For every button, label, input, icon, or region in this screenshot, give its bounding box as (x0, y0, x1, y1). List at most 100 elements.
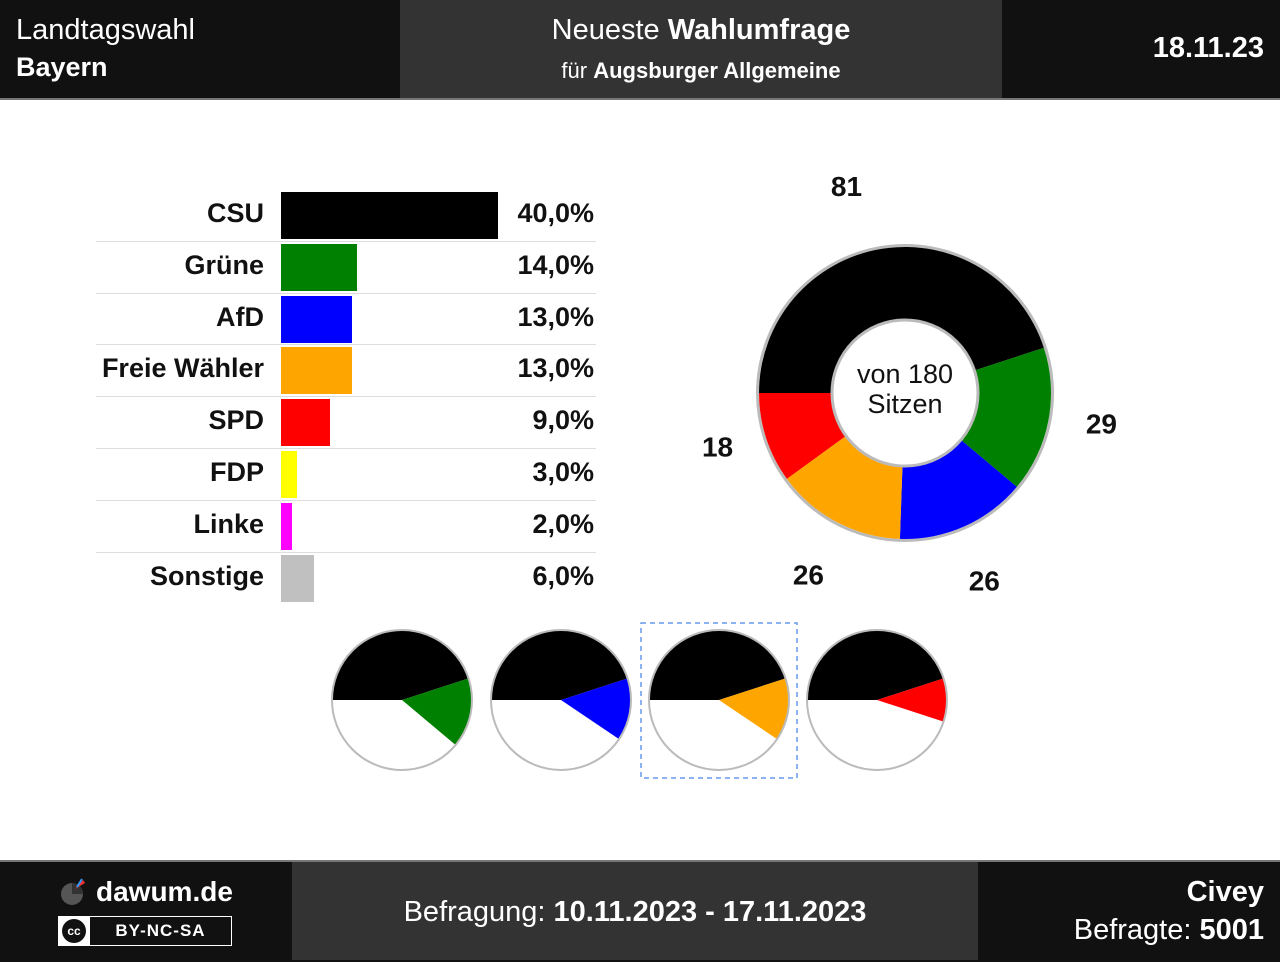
donut-center (830, 318, 980, 468)
poll-date: 18.11.23 (1152, 32, 1264, 64)
poll-title: Neueste Wahlumfrage (400, 14, 1002, 47)
bar-row: Sonstige 6,0% (96, 553, 596, 604)
bar-row: FDP 3,0% (96, 449, 596, 501)
bar-value-label: 2,0% (532, 508, 594, 539)
donut-slice (759, 393, 846, 479)
respondents-count: 5001 (1199, 914, 1264, 946)
coalition-pie (331, 629, 473, 771)
coalition-pie (806, 629, 948, 771)
donut-slice (899, 439, 1017, 539)
license-text: BY-NC-SA (90, 917, 231, 945)
coalition-pie (490, 629, 632, 771)
subtitle-prefix: für (561, 58, 588, 83)
seat-count-label: 18 (702, 432, 733, 463)
coalition-pie-background (807, 630, 947, 770)
donut-slice (786, 435, 903, 539)
bar (281, 450, 298, 498)
coalition-highlight-box (640, 622, 798, 779)
bar-label: AfD (216, 301, 264, 332)
date-box: 18.11.23 (1004, 0, 1280, 98)
bar-value-label: 14,0% (517, 249, 594, 280)
bar (281, 554, 314, 602)
footer-bar: dawum.de cc BY-NC-SA Befragung: 10.11.20… (0, 860, 1280, 962)
period-box: Befragung: 10.11.2023 - 17.11.2023 (292, 862, 978, 960)
respondents: Befragte: 5001 (1074, 914, 1264, 947)
coalition-pie-slice (649, 629, 786, 700)
coalition-pie-outline (331, 629, 473, 771)
bar-row: Freie Wähler 13,0% (96, 345, 596, 398)
bar-label: FDP (210, 456, 264, 487)
institute-box: Civey Befragte: 5001 (980, 862, 1280, 960)
bar (281, 295, 352, 343)
bar-label: Freie Wähler (101, 353, 264, 384)
bar-row: Grüne 14,0% (96, 242, 596, 294)
seat-count-label: 26 (793, 560, 824, 591)
bar-value-label: 13,0% (517, 353, 594, 384)
coalition-pie-slice (719, 678, 789, 740)
bar-label: Grüne (184, 249, 264, 280)
donut-center-text-line2: Sitzen (867, 389, 942, 419)
bar-row: CSU 40,0% (96, 190, 596, 242)
creative-commons-icon: cc (62, 919, 86, 943)
coalition-pie-background (491, 630, 631, 770)
coalition-pie-slice (807, 629, 944, 700)
donut-slice (759, 247, 1044, 393)
coalition-pie-slice (877, 678, 948, 722)
coalition-pie-slice (332, 630, 469, 700)
donut-slice (960, 347, 1051, 487)
donut-center-text-line1: von 180 (857, 359, 953, 389)
seat-count-label: 81 (831, 171, 862, 202)
bar-row: AfD 13,0% (96, 294, 596, 346)
survey-period: Befragung: 10.11.2023 - 17.11.2023 (292, 896, 978, 929)
bar-label: Linke (193, 508, 264, 539)
bar-value-label: 40,0% (517, 198, 594, 228)
donut-outline (756, 244, 1054, 542)
bar-value-label: 13,0% (517, 301, 594, 332)
bar (281, 399, 330, 447)
bar-row: Linke 2,0% (96, 501, 596, 553)
bar (281, 192, 498, 239)
seat-count-label: 29 (1086, 409, 1117, 440)
coalition-pie-outline (490, 629, 632, 771)
coalition-pie-slice (491, 630, 628, 700)
coalition-pie-outline (648, 629, 790, 771)
dawum-logo-link[interactable]: dawum.de (58, 876, 233, 908)
period-dates: 10.11.2023 - 17.11.2023 (553, 896, 867, 928)
coalition-pie-outline (806, 629, 948, 771)
poll-title-normal: Neueste (551, 14, 660, 46)
election-info: Landtagswahl Bayern (0, 0, 398, 98)
dawum-logo-icon (61, 878, 85, 905)
bar-value-label: 3,0% (532, 456, 594, 487)
poll-subtitle: für Augsburger Allgemeine (400, 58, 1002, 84)
poll-title-box: Neueste Wahlumfrage für Augsburger Allge… (400, 0, 1002, 98)
poll-title-bold: Wahlumfrage (667, 14, 851, 46)
bar-label: CSU (206, 198, 264, 228)
site-name: dawum.de (96, 876, 233, 907)
bar (281, 243, 357, 291)
institute-name: Civey (1186, 876, 1264, 908)
party-bar-chart: CSU 40,0% Grüne 14,0% AfD 13,0% Freie Wähler 13… (96, 190, 596, 603)
client-name: Augsburger Allgemeine (593, 58, 841, 83)
coalition-pie-background (332, 630, 472, 770)
coalition-pie-slice (561, 678, 631, 740)
seat-count-label: 26 (969, 566, 1000, 597)
coalition-pie-background (649, 630, 789, 770)
respondents-label: Befragte: (1073, 914, 1192, 946)
coalition-pie-slice (402, 678, 472, 745)
coalition-pies (331, 622, 948, 779)
bar-label: Sonstige (149, 560, 264, 591)
bar-value-label: 6,0% (532, 560, 594, 591)
license-badge[interactable]: cc BY-NC-SA (58, 916, 232, 946)
source-box: dawum.de cc BY-NC-SA (0, 862, 290, 960)
bar-value-label: 9,0% (532, 405, 594, 436)
coalition-pie (640, 622, 798, 779)
header-bar: Landtagswahl Bayern Neueste Wahlumfrage … (0, 0, 1280, 100)
bar (281, 347, 352, 395)
period-label: Befragung: (403, 896, 546, 928)
bar-label: SPD (208, 405, 264, 436)
region-name: Bayern (16, 52, 108, 82)
bar (281, 502, 292, 550)
election-type: Landtagswahl (16, 14, 195, 46)
bar-row: SPD 9,0% (96, 397, 596, 449)
